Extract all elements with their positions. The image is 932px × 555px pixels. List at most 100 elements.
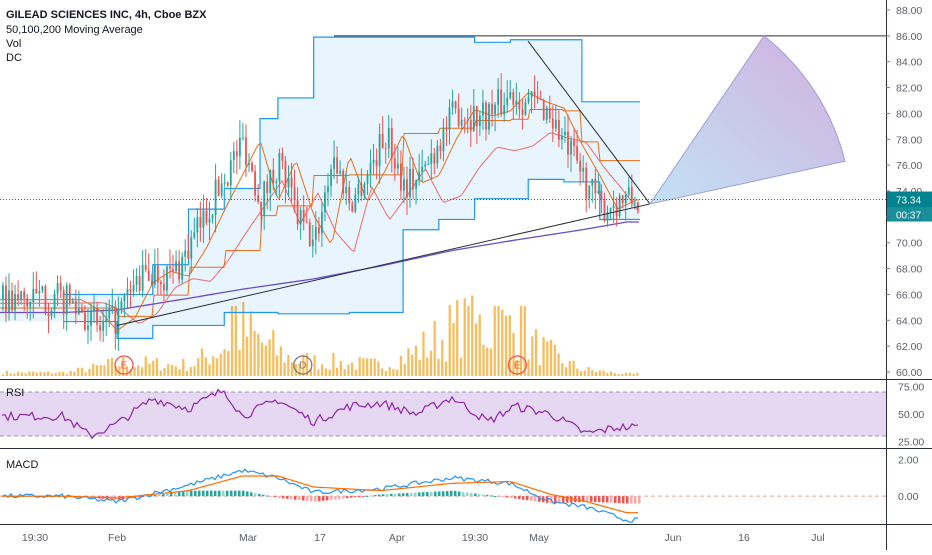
candle-body (287, 177, 290, 188)
candle-body (418, 171, 421, 181)
candle-body (308, 222, 311, 247)
candle-body (354, 194, 357, 212)
macd-histogram-bar (318, 496, 321, 502)
macd-histogram-bar (366, 495, 369, 497)
event-badge (114, 355, 134, 375)
price-axis-label: 78.00 (896, 134, 922, 146)
volume-bar (576, 368, 579, 376)
volume-bar (193, 365, 196, 376)
candle-body (557, 120, 560, 140)
candle-body (238, 137, 241, 157)
macd-histogram-bar (270, 496, 273, 498)
candle-body (226, 182, 229, 186)
candle-body (603, 200, 606, 222)
macd-histogram-bar (346, 496, 349, 499)
candle-body (494, 104, 496, 115)
volume-bar (429, 350, 433, 376)
candle-body (585, 167, 588, 199)
candle-body (80, 308, 83, 313)
candle-body (579, 160, 582, 172)
symbol-title[interactable]: GILEAD SCIENCES INC, 4h, Cboe BZX (6, 9, 207, 21)
candle-body (564, 131, 566, 136)
macd-histogram-bar (406, 493, 409, 497)
macd-histogram-bar (362, 496, 365, 498)
candle-body (214, 179, 217, 216)
volume-bar (223, 349, 226, 376)
candle-body (342, 170, 345, 194)
macd-histogram-bar (442, 491, 445, 497)
macd-histogram-bar (258, 493, 261, 497)
candle-body (539, 98, 542, 101)
volume-bar (305, 353, 309, 376)
candle-body (181, 256, 184, 280)
candle-body (615, 205, 618, 217)
volume-bar (531, 336, 534, 376)
volume-bar (609, 371, 613, 376)
candle-body (454, 101, 457, 109)
legend-donchian[interactable]: DC (6, 52, 22, 64)
volume-bar (215, 358, 219, 376)
candle-body (172, 268, 174, 271)
legend-moving-average[interactable]: 50,100,200 Moving Average (6, 24, 143, 36)
macd-histogram-bar (390, 493, 393, 497)
candle-body (588, 185, 591, 199)
volume-bar (182, 358, 185, 376)
candle-body (439, 145, 442, 152)
candle-body (482, 102, 484, 116)
volume-bar (426, 357, 429, 376)
macd-histogram-bar (558, 496, 561, 504)
macd-histogram-bar (194, 490, 197, 497)
volume-bar (43, 372, 46, 376)
macd-histogram-bar (206, 490, 209, 497)
candle-body (409, 169, 411, 198)
candle-body (17, 294, 20, 300)
candle-body (47, 313, 50, 317)
macd-histogram-bar (374, 495, 377, 497)
macd-histogram-bar (354, 496, 357, 498)
macd-histogram-bar (302, 496, 305, 501)
volume-bar (339, 361, 343, 376)
time-axis-label: Feb (108, 532, 126, 544)
macd-histogram-bar (166, 493, 169, 497)
volume-bar (155, 358, 159, 376)
candle-body (96, 308, 99, 325)
volume-bar (24, 373, 27, 376)
candle-body (108, 307, 111, 319)
candle-body (567, 131, 569, 155)
macd-histogram-bar (398, 493, 401, 497)
event-badge-letter: E (514, 361, 521, 372)
volume-bar (272, 330, 275, 376)
volume-bar (174, 366, 177, 376)
candle-body (551, 118, 554, 129)
rsi-band (0, 392, 886, 436)
candle-body (211, 215, 214, 219)
volume-bar (448, 305, 451, 376)
time-axis-label: Mar (239, 532, 258, 544)
macd-histogram-bar (502, 496, 505, 498)
macd-histogram-bar (394, 493, 397, 497)
macd-histogram-bar (314, 496, 317, 502)
legend-volume[interactable]: Vol (6, 38, 22, 50)
candle-body (609, 207, 612, 213)
volume-bar (69, 370, 72, 376)
macd-histogram-bar (138, 496, 141, 498)
candle-body (561, 135, 563, 140)
projection-fan (648, 35, 846, 205)
volume-bar (249, 311, 252, 376)
candle-body (627, 187, 630, 195)
macd-histogram-bar (274, 496, 277, 498)
price-badge-value: 73.34 (896, 196, 921, 207)
volume-bar (144, 356, 147, 376)
candle-body (512, 92, 515, 105)
candle-body (406, 179, 408, 198)
volume-bar (268, 339, 271, 376)
candle-body (403, 179, 405, 191)
candle-body (597, 190, 600, 194)
candle-body (263, 181, 266, 216)
volume-bar (95, 365, 99, 376)
candle-body (399, 163, 402, 191)
candle-body (205, 210, 208, 223)
candle-body (451, 101, 454, 108)
